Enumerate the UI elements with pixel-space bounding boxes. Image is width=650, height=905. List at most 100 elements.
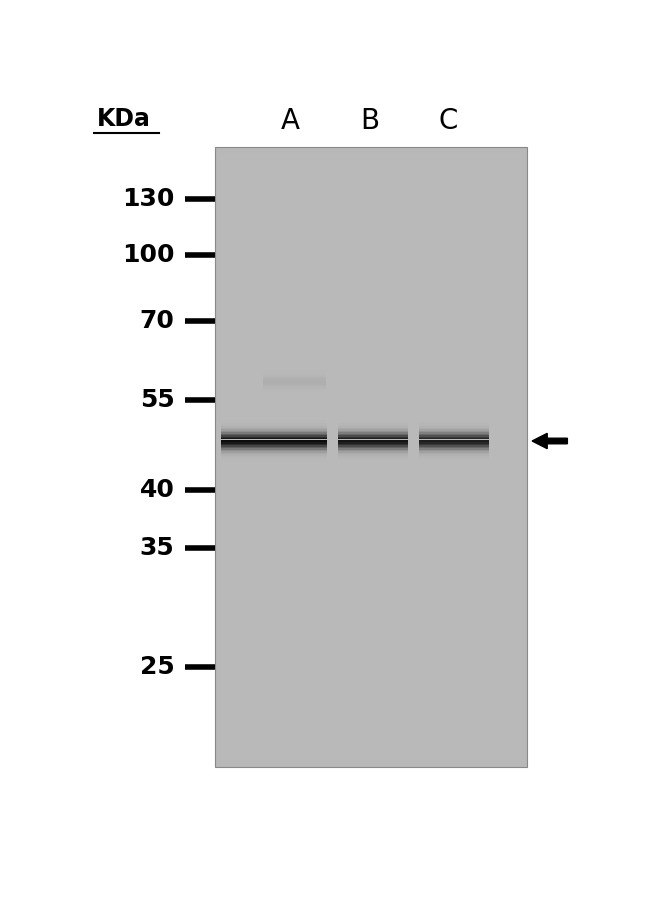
Bar <box>221 396 326 398</box>
Bar <box>221 462 326 463</box>
Bar <box>419 420 489 422</box>
Bar <box>263 379 326 381</box>
Bar <box>221 424 326 426</box>
Text: 40: 40 <box>140 478 174 501</box>
Bar <box>419 414 489 415</box>
Bar <box>220 154 522 760</box>
Bar <box>419 447 489 448</box>
Bar <box>338 401 408 403</box>
Bar <box>419 471 489 472</box>
Bar <box>221 438 326 440</box>
Bar <box>263 383 326 384</box>
Bar <box>221 449 326 450</box>
Bar <box>419 456 489 457</box>
Bar <box>263 386 326 387</box>
Bar <box>338 440 408 441</box>
Bar <box>263 391 326 392</box>
Bar <box>221 440 326 441</box>
Bar <box>338 426 408 427</box>
Bar <box>419 444 489 445</box>
Bar <box>338 478 408 480</box>
Bar <box>338 404 408 405</box>
Bar <box>338 447 408 448</box>
Bar <box>221 472 326 473</box>
Bar <box>263 384 326 386</box>
Bar <box>338 399 408 401</box>
Bar <box>419 405 489 406</box>
Bar <box>221 398 326 399</box>
Bar <box>338 481 408 482</box>
Bar <box>419 398 489 399</box>
Bar <box>419 466 489 468</box>
Bar <box>263 371 326 372</box>
FancyArrow shape <box>532 433 567 449</box>
Bar <box>338 459 408 461</box>
Bar <box>221 461 326 462</box>
Bar <box>419 436 489 438</box>
Bar <box>221 414 326 415</box>
Bar <box>338 449 408 450</box>
Bar <box>221 471 326 472</box>
Bar <box>338 465 408 466</box>
Bar <box>221 477 326 478</box>
Bar <box>419 424 489 426</box>
Bar <box>221 417 326 419</box>
Bar <box>221 408 326 410</box>
Bar <box>221 459 326 461</box>
Bar <box>338 454 408 456</box>
Bar <box>221 410 326 411</box>
Bar <box>221 428 326 429</box>
Bar <box>263 381 326 382</box>
Bar <box>419 449 489 450</box>
Bar <box>338 473 408 475</box>
Bar <box>419 406 489 408</box>
Bar <box>221 401 326 403</box>
Bar <box>338 396 408 398</box>
Bar <box>338 441 408 443</box>
Bar <box>338 411 408 413</box>
Bar <box>338 419 408 420</box>
Bar <box>338 477 408 478</box>
Bar <box>419 404 489 405</box>
Bar <box>338 431 408 432</box>
Bar <box>221 432 326 433</box>
Bar <box>221 431 326 432</box>
Bar <box>338 452 408 454</box>
Bar <box>221 403 326 404</box>
Bar <box>221 420 326 422</box>
Bar <box>338 432 408 433</box>
Bar <box>338 435 408 436</box>
Bar <box>221 465 326 466</box>
Bar <box>419 410 489 411</box>
Bar <box>221 429 326 431</box>
Bar <box>263 382 326 383</box>
Bar <box>221 444 326 445</box>
Bar <box>221 426 326 427</box>
Bar <box>221 468 326 470</box>
Bar <box>419 470 489 471</box>
Bar <box>221 422 326 424</box>
Bar <box>221 457 326 459</box>
Bar <box>419 482 489 484</box>
Bar <box>221 436 326 438</box>
Bar <box>338 468 408 470</box>
Bar <box>419 396 489 398</box>
Bar <box>221 445 326 447</box>
Bar <box>419 445 489 447</box>
Bar <box>419 481 489 482</box>
Bar <box>419 411 489 413</box>
Bar <box>419 472 489 473</box>
Bar <box>419 432 489 433</box>
Bar <box>419 473 489 475</box>
Bar <box>221 454 326 456</box>
Bar <box>263 374 326 375</box>
Bar <box>221 399 326 401</box>
Bar <box>263 376 326 377</box>
Bar <box>338 461 408 462</box>
Bar <box>419 475 489 477</box>
Bar <box>419 462 489 463</box>
Bar <box>263 390 326 391</box>
Text: B: B <box>360 107 379 135</box>
Bar <box>221 452 326 454</box>
Bar <box>338 463 408 465</box>
